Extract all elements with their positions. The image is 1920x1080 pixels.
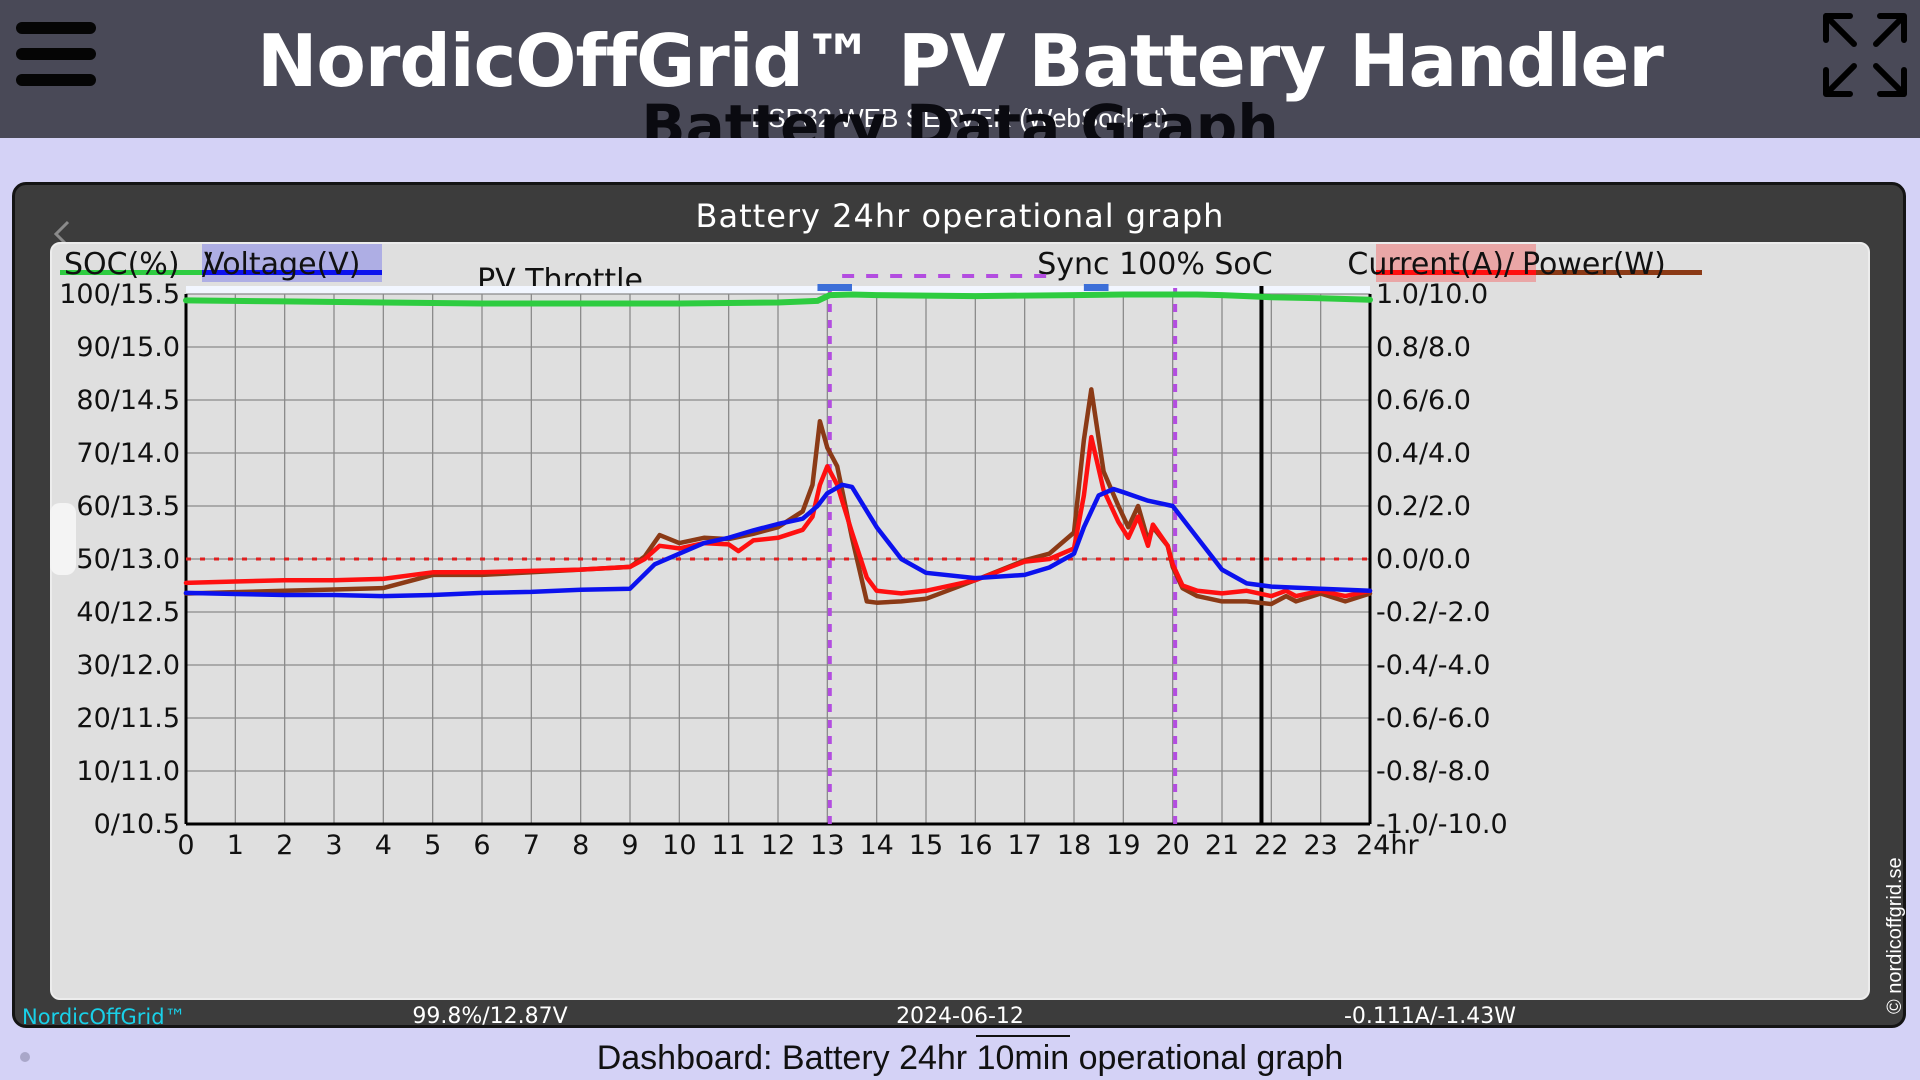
x-axis-tick: 3 [325, 830, 342, 861]
series-line-current [183, 434, 1373, 599]
watermark-text: © nordicoffgrid.se [1884, 857, 1906, 1014]
pv-throttle-mark [817, 284, 852, 291]
legend-soc-label: SOC(%) [64, 247, 180, 282]
series-line-voltage [183, 482, 1373, 599]
footer-current-power: -0.111A/-1.43W [1343, 1004, 1517, 1029]
x-axis-tick: 24hr [1356, 830, 1419, 861]
left-axis-tick: 40/12.5 [76, 597, 180, 628]
left-axis-tick: 50/13.0 [76, 544, 180, 575]
x-axis-tick: 5 [424, 830, 441, 861]
legend-current-swatch [1376, 270, 1536, 275]
x-axis-tick: 6 [473, 830, 490, 861]
legend-soc-swatch [60, 270, 202, 275]
right-axis-tick: 0.2/2.0 [1376, 491, 1471, 522]
hamburger-menu-icon[interactable] [16, 22, 96, 88]
footer-brand: NordicOffGrid™ [22, 1005, 186, 1029]
left-axis-tick: 60/13.5 [76, 491, 180, 522]
battery-line-chart: SOC(%)/Voltage(V) PV Throttle Sync 100% So… [59, 244, 1702, 861]
legend-separator-left: / [202, 247, 213, 282]
left-axis-tick: 100/15.5 [59, 279, 180, 310]
x-axis-tick: 19 [1106, 830, 1140, 861]
scroll-handle[interactable] [50, 503, 76, 575]
x-axis-tick: 1 [227, 830, 244, 861]
graph-title: Battery 24hr operational graph [695, 197, 1225, 235]
expand-fullscreen-icon[interactable] [1822, 12, 1908, 98]
section-title: Battery Data Graph [641, 96, 1279, 138]
app-subtitle: ESP32 WEB SERVER (WebSocket) [750, 103, 1170, 133]
right-axis-tick: 0.6/6.0 [1376, 385, 1471, 416]
left-axis-tick: 80/14.5 [76, 385, 180, 416]
x-axis-tick: 10 [662, 830, 696, 861]
plot-top-band [186, 286, 1370, 294]
legend-separator-right: / [1504, 247, 1515, 282]
x-axis-tick: 18 [1057, 830, 1091, 861]
caption-underline [976, 1035, 1070, 1037]
legend-voltage-swatch [202, 270, 382, 275]
left-axis-tick: 0/10.5 [94, 809, 180, 840]
pv-throttle-mark [1083, 284, 1109, 291]
legend-voltage-highlight [202, 244, 382, 282]
x-axis-tick: 14 [859, 830, 893, 861]
right-axis-tick: -0.4/-4.0 [1376, 650, 1490, 681]
legend-current-label: Current(A) [1347, 247, 1504, 282]
x-axis-tick: 12 [761, 830, 795, 861]
x-axis-tick: 16 [958, 830, 992, 861]
x-axis-tick: 20 [1155, 830, 1189, 861]
page-indicator-dot[interactable] [20, 1052, 30, 1062]
legend-voltage-label: Voltage(V) [204, 247, 360, 282]
x-axis-tick: 21 [1205, 830, 1239, 861]
app-header: NordicOffGrid™ PV Battery Handler ESP32 … [0, 0, 1920, 138]
footer-date: 2024-06-12 [896, 1004, 1024, 1029]
x-axis-tick: 9 [621, 830, 638, 861]
x-axis-tick: 22 [1254, 830, 1288, 861]
x-axis-tick: 17 [1007, 830, 1041, 861]
legend-power-swatch [1536, 270, 1702, 275]
watermark: © nordicoffgrid.se [1884, 857, 1906, 1014]
page-caption: Dashboard: Battery 24hr 10min operationa… [596, 1039, 1344, 1077]
right-axis-tick: 0.4/4.0 [1376, 438, 1471, 469]
right-axis-tick: 0.0/0.0 [1376, 544, 1471, 575]
left-axis-tick: 70/14.0 [76, 438, 180, 469]
x-axis-tick: 23 [1303, 830, 1337, 861]
app-title: NordicOffGrid™ PV Battery Handler [257, 19, 1664, 103]
x-axis-tick: 15 [909, 830, 943, 861]
footer-soc-voltage: 99.8%/12.87V [412, 1004, 568, 1029]
x-axis-tick: 2 [276, 830, 293, 861]
x-axis-tick: 7 [523, 830, 540, 861]
x-axis-tick: 0 [177, 830, 194, 861]
x-axis-tick: 13 [810, 830, 844, 861]
right-axis-tick: 0.8/8.0 [1376, 332, 1471, 363]
right-axis-tick: -0.6/-6.0 [1376, 703, 1490, 734]
left-axis-tick: 10/11.0 [76, 756, 180, 787]
x-axis-tick: 11 [711, 830, 745, 861]
sync-soc-label: Sync 100% SoC [1037, 247, 1273, 282]
legend-power-label: Power(W) [1522, 247, 1666, 282]
left-axis-tick: 20/11.5 [76, 703, 180, 734]
right-axis-tick: -0.8/-8.0 [1376, 756, 1490, 787]
x-axis-tick: 8 [572, 830, 589, 861]
right-axis-tick: 1.0/10.0 [1376, 279, 1488, 310]
x-axis-tick: 4 [375, 830, 392, 861]
series-line-soc [183, 291, 1373, 307]
legend-current-highlight [1376, 244, 1536, 282]
right-axis-tick: -0.2/-2.0 [1376, 597, 1490, 628]
chart-area: SOC(%) / Voltage(V) PV Throttle Sync 100% So… [50, 242, 1870, 1000]
right-axis-tick: -1.0/-10.0 [1376, 809, 1508, 840]
left-axis-tick: 90/15.0 [76, 332, 180, 363]
left-axis-tick: 30/12.0 [76, 650, 180, 681]
